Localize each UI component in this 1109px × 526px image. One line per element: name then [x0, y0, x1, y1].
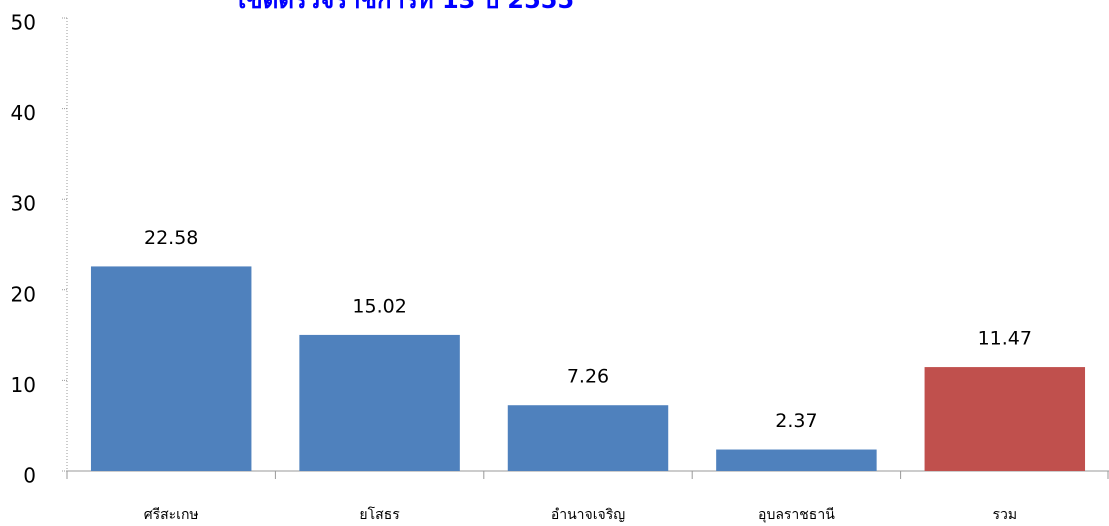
y-tick-label: 0 — [23, 464, 36, 488]
value-label: 2.37 — [775, 410, 817, 432]
x-tick-label: ศรีสะเกษ — [144, 507, 199, 523]
x-tick-label: อุบลราชธานี — [758, 507, 835, 523]
x-tick-label: อำนาจเจริญ — [551, 507, 625, 523]
y-tick-label: 50 — [11, 11, 36, 35]
bar — [299, 334, 460, 471]
bar — [507, 405, 669, 471]
bar — [924, 367, 1086, 471]
value-label: 22.58 — [144, 227, 198, 249]
y-tick-label: 40 — [11, 101, 36, 125]
y-tick-label: 10 — [11, 373, 36, 397]
x-tick-label: รวม — [992, 507, 1017, 523]
value-label: 11.47 — [978, 328, 1032, 350]
value-label: 7.26 — [567, 366, 609, 388]
bar — [90, 266, 252, 471]
y-tick-label: 20 — [11, 282, 36, 306]
x-tick-label: ยโสธร — [359, 506, 400, 523]
value-label: 15.02 — [352, 295, 406, 317]
bar — [716, 449, 877, 471]
y-tick-label: 30 — [11, 192, 36, 216]
chart-title: เขตตรวจราชการที่ 13 ปี 2555 — [238, 0, 574, 14]
